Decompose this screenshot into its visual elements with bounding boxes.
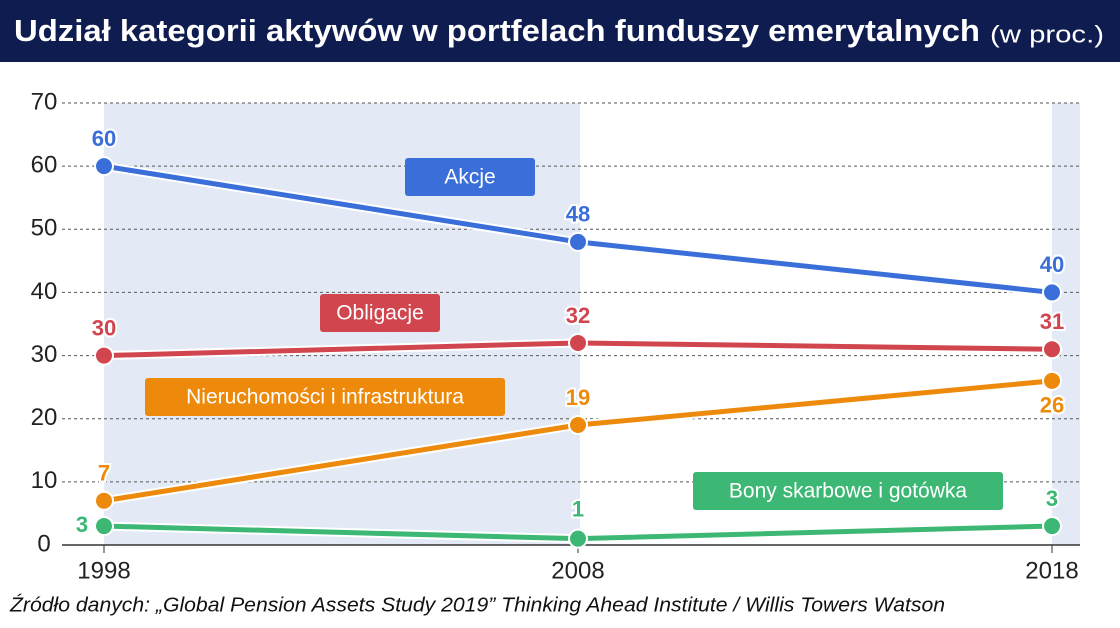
data-label: 40 bbox=[1040, 252, 1064, 277]
point bbox=[94, 156, 114, 177]
y-tick-label: 50 bbox=[31, 215, 58, 242]
point bbox=[568, 415, 588, 436]
point bbox=[568, 332, 588, 353]
data-label: 3 bbox=[1046, 486, 1058, 511]
series-label: Akcje bbox=[444, 166, 495, 189]
series-label-box bbox=[145, 378, 505, 416]
series-label: Nieruchomości i infrastruktura bbox=[186, 386, 464, 409]
data-label: 1 bbox=[572, 496, 584, 521]
data-label: 3 bbox=[76, 512, 88, 537]
point bbox=[94, 516, 114, 537]
series-label: Obligacje bbox=[336, 302, 424, 325]
y-tick-label: 10 bbox=[31, 467, 58, 494]
band bbox=[1052, 103, 1080, 545]
x-tick-label: 2018 bbox=[1025, 557, 1078, 584]
x-tick-label: 1998 bbox=[77, 557, 130, 584]
point bbox=[568, 231, 588, 252]
point bbox=[1042, 516, 1062, 537]
y-tick-label: 60 bbox=[31, 151, 58, 178]
point bbox=[94, 345, 114, 366]
y-tick-label: 70 bbox=[31, 88, 58, 115]
data-label: 31 bbox=[1040, 309, 1064, 334]
x-tick-label: 2008 bbox=[551, 557, 604, 584]
y-tick-label: 30 bbox=[31, 341, 58, 368]
series-label-box bbox=[405, 158, 535, 196]
data-label: 60 bbox=[92, 126, 116, 151]
y-tick-label: 20 bbox=[31, 404, 58, 431]
y-tick-label: 40 bbox=[31, 278, 58, 305]
data-label: 48 bbox=[566, 202, 590, 227]
chart-subtitle: (w proc.) bbox=[990, 21, 1104, 48]
point bbox=[1042, 339, 1062, 360]
data-label: 19 bbox=[566, 385, 590, 410]
series-label: Bony skarbowe i gotówka bbox=[729, 480, 967, 503]
point bbox=[94, 490, 114, 511]
y-tick-label: 0 bbox=[37, 530, 50, 557]
data-label: 30 bbox=[92, 315, 116, 340]
point bbox=[568, 528, 588, 549]
data-label: 32 bbox=[566, 303, 590, 328]
title-bar bbox=[0, 0, 1120, 62]
data-label: 7 bbox=[98, 461, 110, 486]
chart-title: Udział kategorii aktywów w portfelach fu… bbox=[14, 13, 980, 48]
source: Źródło danych: „Global Pension Assets St… bbox=[9, 593, 945, 616]
series-label-box bbox=[693, 472, 1003, 510]
point bbox=[1042, 370, 1062, 391]
series-label-box bbox=[320, 294, 440, 332]
data-label: 26 bbox=[1040, 393, 1064, 418]
point bbox=[1042, 282, 1062, 303]
